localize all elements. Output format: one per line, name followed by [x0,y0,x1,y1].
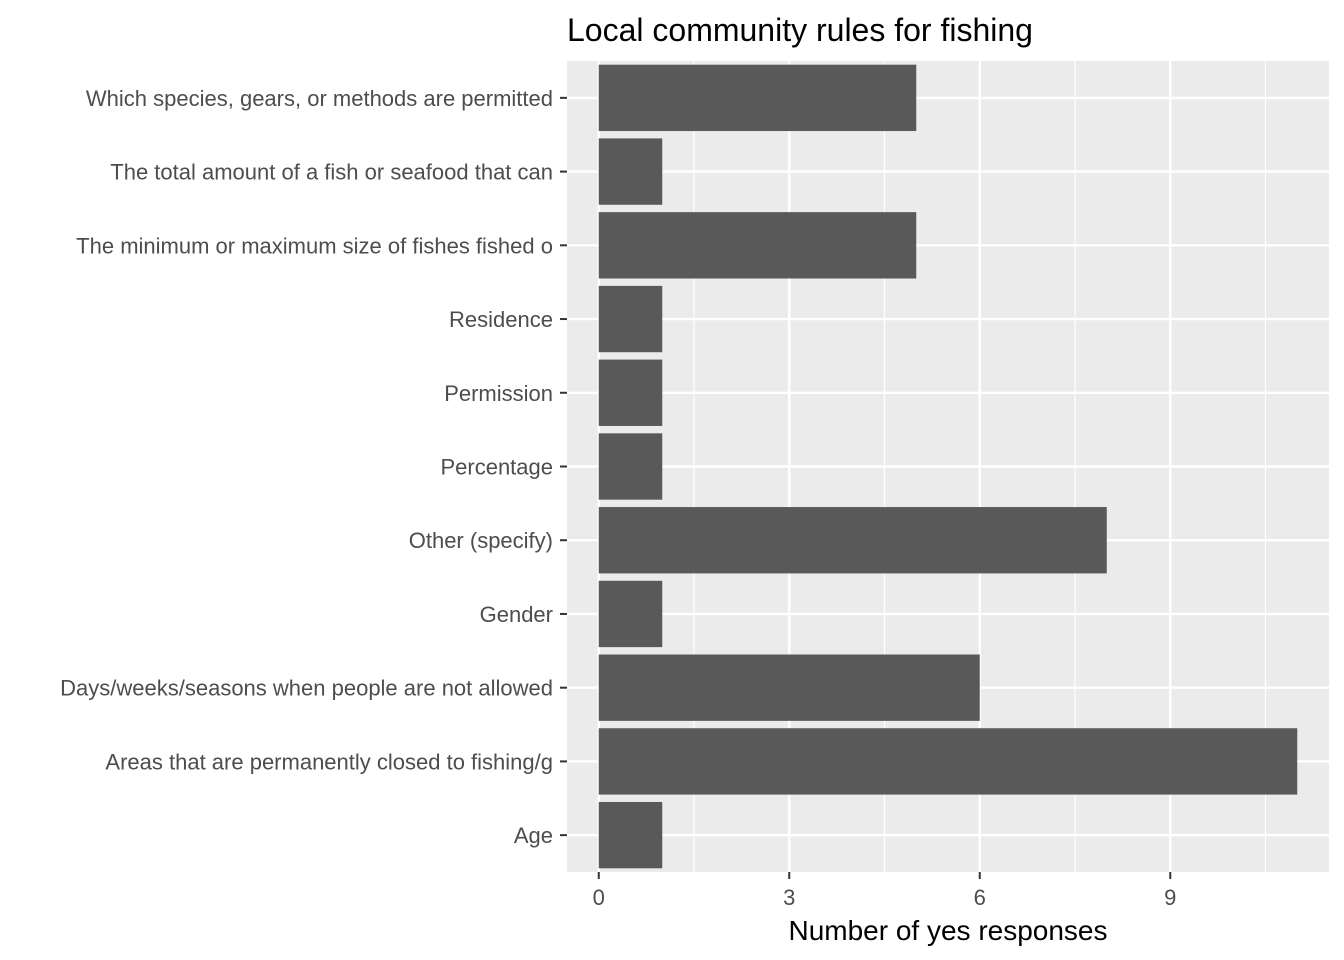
y-tick-label: Gender [480,602,553,627]
y-tick-label: Which species, gears, or methods are per… [86,86,553,111]
y-tick-label: The minimum or maximum size of fishes fi… [76,233,553,258]
bar [598,359,663,426]
bar [598,285,663,353]
x-tick-label: 9 [1164,885,1176,910]
x-tick-label: 0 [593,885,605,910]
bar [598,64,917,132]
bar [598,433,663,500]
x-tick-label: 3 [783,885,795,910]
y-tick-label: Permission [444,381,553,406]
y-tick-label: The total amount of a fish or seafood th… [110,160,553,185]
y-tick-label: Days/weeks/seasons when people are not a… [60,676,553,701]
y-tick-label: Areas that are permanently closed to fis… [105,749,553,774]
y-tick-label: Age [514,823,553,848]
x-axis: 0 3 6 9 [593,872,1176,910]
bar [598,728,1298,795]
bar [598,654,980,721]
x-axis-title: Number of yes responses [788,915,1107,946]
bar [598,212,917,279]
y-axis: Which species, gears, or methods are per… [60,86,567,848]
bar [598,138,663,205]
bar [598,507,1107,574]
y-tick-label: Residence [449,307,553,332]
bars [598,64,1298,869]
bar [598,580,663,648]
y-tick-label: Other (specify) [409,528,553,553]
bar [598,801,663,869]
y-tick-label: Percentage [440,455,553,480]
x-tick-label: 6 [974,885,986,910]
chart-title: Local community rules for fishing [567,12,1033,48]
